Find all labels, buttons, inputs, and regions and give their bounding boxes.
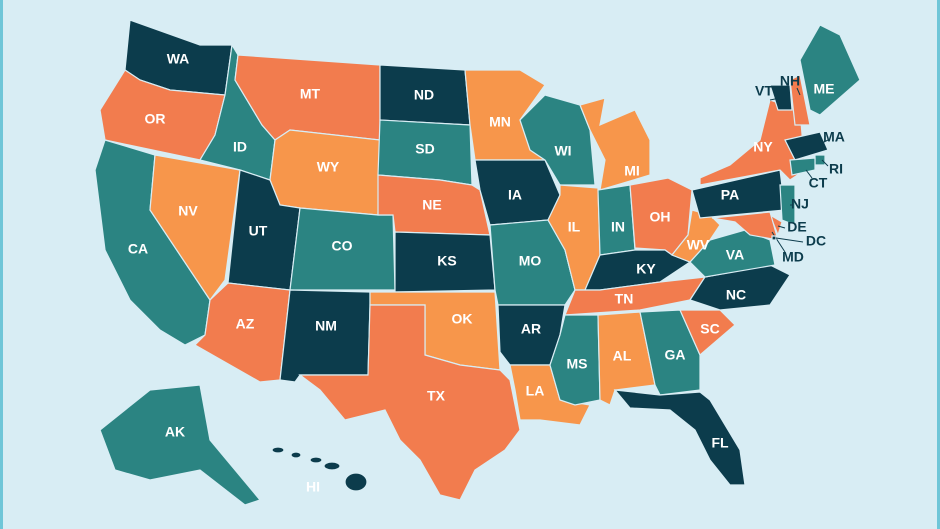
- state-label: AL: [613, 348, 632, 364]
- state-label: MI: [624, 163, 640, 179]
- state-label: AZ: [236, 316, 255, 332]
- state-label: NM: [315, 318, 337, 334]
- state-label: GA: [665, 347, 686, 363]
- state-label: AK: [165, 424, 185, 440]
- state-label: MN: [489, 114, 511, 130]
- state-label: CT: [809, 175, 828, 191]
- leader-line: [775, 237, 804, 243]
- state-shape: [814, 154, 826, 166]
- state-shape: [789, 74, 811, 126]
- state-label: WA: [167, 51, 190, 67]
- state-label: ND: [414, 87, 434, 103]
- state-shape: [679, 309, 736, 356]
- state-label: ID: [233, 139, 247, 155]
- state-label: MD: [782, 249, 804, 265]
- state-label: VA: [726, 247, 744, 263]
- leader-line: [796, 87, 801, 96]
- state-label: IA: [508, 187, 522, 203]
- state-label: OR: [145, 111, 166, 127]
- state-shape: [99, 384, 262, 506]
- state-label: NY: [753, 139, 773, 155]
- state-shape: [779, 184, 796, 226]
- state-label: WY: [317, 159, 340, 175]
- leader-line: [769, 97, 781, 101]
- state-label: UT: [249, 223, 268, 239]
- state-label: OH: [650, 209, 671, 225]
- left-border: [0, 0, 3, 529]
- state-shape: [279, 289, 371, 383]
- state-label: TX: [427, 388, 446, 404]
- state-shape: [769, 84, 793, 111]
- state-label: FL: [711, 435, 729, 451]
- state-shape: [613, 389, 746, 486]
- state-label: ME: [814, 81, 835, 97]
- state-label: NH: [780, 73, 800, 89]
- state-label: WV: [687, 237, 710, 253]
- state-shape: [789, 157, 816, 176]
- state-label: OK: [452, 311, 473, 327]
- state-shape: [799, 24, 861, 116]
- right-border: [937, 0, 940, 529]
- state-label: NV: [178, 203, 198, 219]
- state-label: IL: [568, 219, 581, 235]
- state-label: NE: [422, 197, 441, 213]
- state-label: MA: [823, 129, 845, 145]
- leader-line: [805, 169, 813, 179]
- leader-line: [817, 139, 829, 146]
- state-label: CO: [332, 238, 353, 254]
- state-shape: [289, 207, 396, 291]
- state-label: SD: [415, 141, 434, 157]
- state-shape: [711, 211, 779, 241]
- state-label: SC: [700, 321, 719, 337]
- state-label: HI: [306, 479, 320, 495]
- state-label: DE: [787, 219, 806, 235]
- state-label: DC: [806, 233, 826, 249]
- state-shape: [784, 131, 829, 161]
- state-shape: [671, 209, 721, 263]
- state-label: LA: [526, 383, 545, 399]
- state-label: MO: [519, 253, 542, 269]
- state-shape: [298, 304, 521, 501]
- state-label: MT: [300, 86, 321, 102]
- state-label: AR: [521, 321, 541, 337]
- state-label: KY: [636, 261, 656, 277]
- state-label: IN: [611, 219, 625, 235]
- state-label: CA: [128, 241, 148, 257]
- state-shape: [323, 461, 341, 471]
- state-label: RI: [829, 161, 843, 177]
- state-shape: [149, 154, 241, 302]
- state-label: NJ: [791, 196, 809, 212]
- state-label: VT: [755, 83, 773, 99]
- state-label: MS: [567, 356, 588, 372]
- leader-line: [821, 159, 829, 167]
- leader-line: [771, 231, 786, 253]
- state-shape: [579, 97, 651, 191]
- state-shape: [771, 235, 777, 241]
- state-shape: [271, 446, 285, 454]
- state-label: NC: [726, 287, 746, 303]
- state-shape: [344, 472, 368, 492]
- leader-line: [777, 225, 786, 229]
- state-shape: [519, 94, 596, 186]
- state-shape: [290, 451, 302, 459]
- state-label: TN: [615, 291, 634, 307]
- state-label: WI: [554, 143, 571, 159]
- state-label: KS: [437, 253, 456, 269]
- state-label: PA: [721, 187, 739, 203]
- state-shape: [309, 456, 323, 464]
